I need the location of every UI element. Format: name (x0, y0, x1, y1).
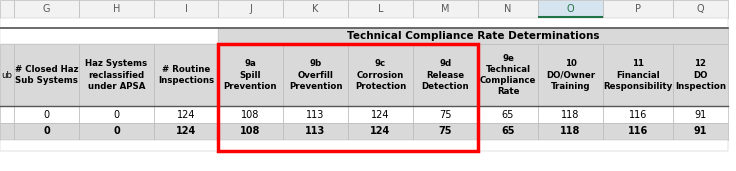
Text: O: O (567, 4, 574, 14)
Bar (603, 123, 673, 140)
Bar (0, 140, 728, 151)
Bar (673, 106, 728, 123)
Text: 116: 116 (629, 109, 647, 120)
Text: L: L (378, 4, 383, 14)
Bar (673, 0, 728, 18)
Text: 91: 91 (694, 127, 707, 136)
Text: 10
DO/Owner
Training: 10 DO/Owner Training (546, 59, 595, 91)
Bar (79, 0, 154, 18)
Text: 124: 124 (370, 127, 391, 136)
Bar (0, 106, 14, 123)
Bar (348, 123, 413, 140)
Bar (603, 106, 673, 123)
Text: 113: 113 (306, 109, 325, 120)
Bar (603, 0, 673, 18)
Bar (538, 106, 603, 123)
Text: 11
Financial
Responsibility: 11 Financial Responsibility (604, 59, 673, 91)
Text: 91: 91 (694, 109, 707, 120)
Bar (0, 0, 14, 18)
Text: 9c
Corrosion
Protection: 9c Corrosion Protection (355, 59, 406, 91)
Bar (0, 123, 14, 140)
Text: 118: 118 (562, 109, 580, 120)
Bar (154, 0, 218, 18)
Text: Q: Q (697, 4, 704, 14)
Text: N: N (504, 4, 512, 14)
Bar (14, 123, 79, 140)
Text: 113: 113 (305, 127, 325, 136)
Text: M: M (442, 4, 450, 14)
Text: J: J (249, 4, 252, 14)
Bar (154, 123, 218, 140)
Text: 108: 108 (241, 109, 260, 120)
Bar (413, 0, 478, 18)
Bar (14, 106, 79, 123)
Text: 75: 75 (439, 109, 452, 120)
Bar (413, 106, 478, 123)
Text: 116: 116 (628, 127, 648, 136)
Bar (14, 44, 79, 106)
Bar (218, 106, 283, 123)
Bar (79, 44, 154, 106)
Bar (348, 106, 413, 123)
Text: 108: 108 (241, 127, 261, 136)
Bar (283, 0, 348, 18)
Bar (218, 44, 478, 151)
Bar (0, 44, 14, 106)
Text: 0: 0 (43, 127, 50, 136)
Bar (218, 123, 283, 140)
Bar (478, 44, 538, 106)
Text: 0: 0 (43, 109, 49, 120)
Text: P: P (635, 4, 641, 14)
Bar (283, 106, 348, 123)
Text: 75: 75 (439, 127, 452, 136)
Text: 0: 0 (113, 127, 120, 136)
Text: # Closed Haz
Sub Systems: # Closed Haz Sub Systems (15, 65, 78, 85)
Text: ub: ub (1, 70, 12, 80)
Text: 9a
Spill
Prevention: 9a Spill Prevention (224, 59, 277, 91)
Bar (673, 123, 728, 140)
Bar (413, 44, 478, 106)
Bar (538, 0, 603, 18)
Text: I: I (185, 4, 188, 14)
Bar (218, 44, 283, 106)
Bar (218, 0, 283, 18)
Text: 124: 124 (176, 127, 196, 136)
Text: 124: 124 (177, 109, 195, 120)
Bar (348, 44, 413, 106)
Text: 65: 65 (501, 127, 514, 136)
Text: 12
DO
Inspection: 12 DO Inspection (675, 59, 726, 91)
Bar (538, 44, 603, 106)
Bar (538, 123, 603, 140)
Text: Technical Compliance Rate Determinations: Technical Compliance Rate Determinations (347, 31, 599, 41)
Bar (478, 123, 538, 140)
Text: H: H (113, 4, 120, 14)
Text: Haz Systems
reclassified
under APSA: Haz Systems reclassified under APSA (85, 59, 147, 91)
Bar (283, 123, 348, 140)
Bar (14, 0, 79, 18)
Text: 65: 65 (502, 109, 514, 120)
Bar (154, 106, 218, 123)
Bar (79, 106, 154, 123)
Bar (154, 44, 218, 106)
Text: 9d
Release
Detection: 9d Release Detection (422, 59, 470, 91)
Text: G: G (43, 4, 50, 14)
Bar (478, 106, 538, 123)
Bar (413, 123, 478, 140)
Text: 118: 118 (560, 127, 581, 136)
Bar (218, 28, 728, 44)
Bar (603, 44, 673, 106)
Bar (673, 44, 728, 106)
Text: 9b
Overfill
Prevention: 9b Overfill Prevention (289, 59, 342, 91)
Bar (283, 44, 348, 106)
Bar (0, 18, 728, 28)
Text: K: K (312, 4, 319, 14)
Bar (79, 123, 154, 140)
Bar (0, 28, 218, 44)
Text: 0: 0 (113, 109, 119, 120)
Text: 124: 124 (371, 109, 390, 120)
Text: # Routine
Inspections: # Routine Inspections (158, 65, 214, 85)
Bar (348, 0, 413, 18)
Bar (478, 0, 538, 18)
Text: 9e
Technical
Compliance
Rate: 9e Technical Compliance Rate (480, 54, 537, 96)
